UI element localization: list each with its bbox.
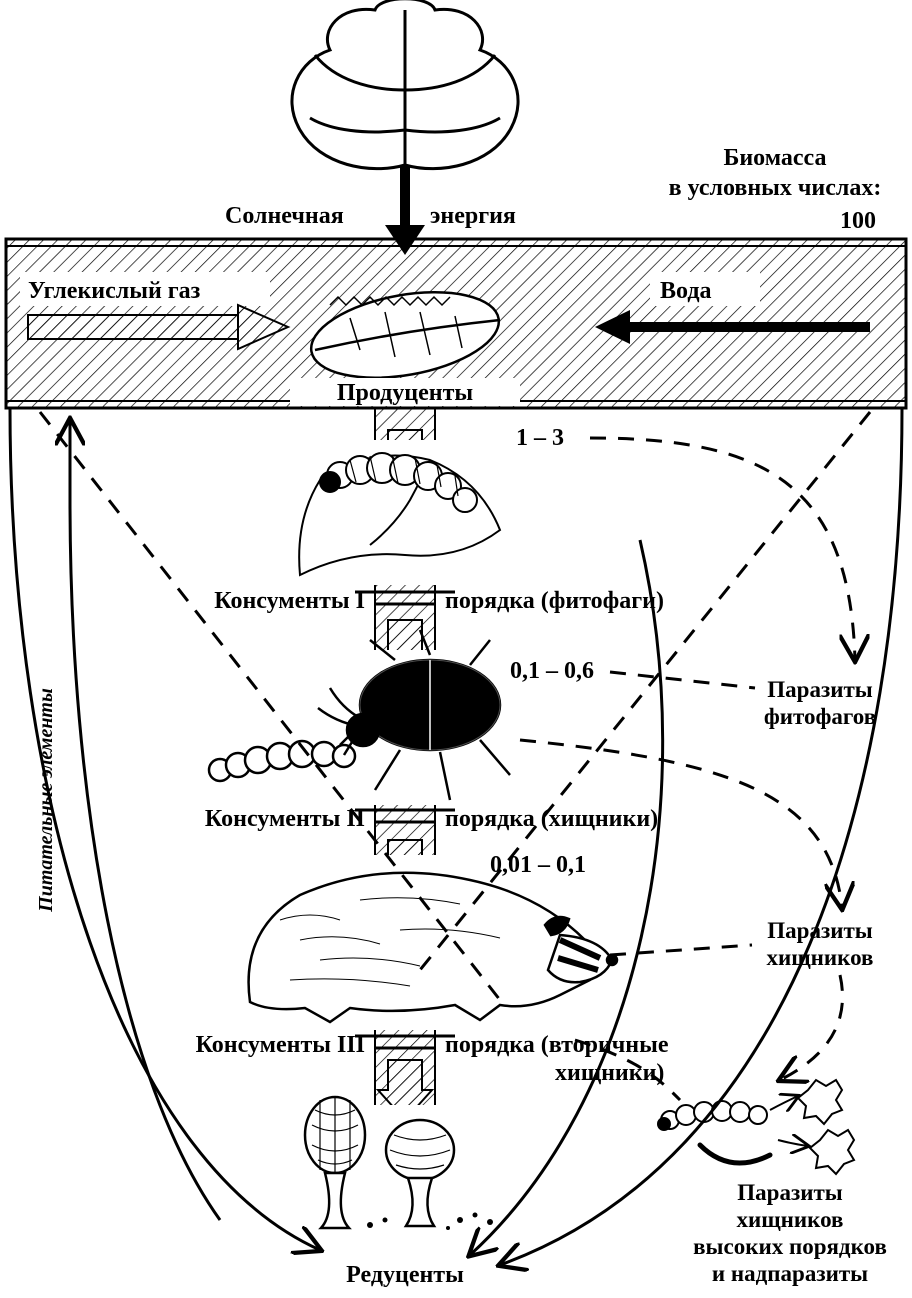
consumer-3-left: Консументы III: [196, 1032, 365, 1058]
water-label: Вода: [660, 278, 711, 304]
consumer-2-icon: [205, 630, 535, 805]
parasites-icon: [658, 1080, 854, 1174]
parasite-hyper-1: Паразиты: [737, 1180, 842, 1205]
biomass-header: Биомасса: [723, 145, 826, 171]
parasite-pred-2: хищников: [767, 945, 874, 970]
consumer-3-right-1: порядка (вторичные: [445, 1032, 669, 1058]
consumer-1-right: порядка (фитофаги): [445, 588, 664, 614]
consumer-2-right: порядка (хищники): [445, 806, 658, 832]
parasite-phyto-2: фитофагов: [764, 704, 876, 729]
sun-leaves-icon: [292, 0, 518, 169]
trophic-diagram: Солнечная энергия Биомасса в условных чи…: [0, 0, 912, 1298]
biomass-level-2: 0,1 – 0,6: [510, 658, 594, 684]
biomass-level-1: 1 – 3: [516, 425, 564, 451]
biomass-value-100: 100: [840, 208, 876, 234]
parasite-hyper-2: хищников: [737, 1207, 844, 1232]
consumer-1-icon: [285, 440, 525, 585]
consumer-3-icon: [215, 855, 617, 1030]
consumer-3-right-2: хищники): [555, 1060, 664, 1086]
parasite-hyper-3: высоких порядков: [693, 1234, 887, 1259]
parasite-hyper-4: и надпаразиты: [712, 1261, 868, 1286]
co2-label: Углекислый газ: [28, 278, 201, 304]
reducers-label: Редуценты: [346, 1262, 464, 1288]
nutrients-label: Питательные элементы: [35, 688, 57, 913]
producers-label: Продуценты: [337, 380, 474, 406]
consumer-2-left: Консументы II: [205, 806, 365, 832]
consumer-1-left: Консументы I: [214, 588, 365, 614]
parasite-phyto-1: Паразиты: [767, 677, 872, 702]
reducers-icon: [290, 1097, 520, 1235]
solar-label-left: Солнечная: [225, 203, 344, 229]
solar-label-right: энергия: [430, 203, 516, 229]
biomass-sub: в условных числах:: [669, 175, 882, 201]
biomass-level-3: 0,01 – 0,1: [490, 852, 586, 878]
